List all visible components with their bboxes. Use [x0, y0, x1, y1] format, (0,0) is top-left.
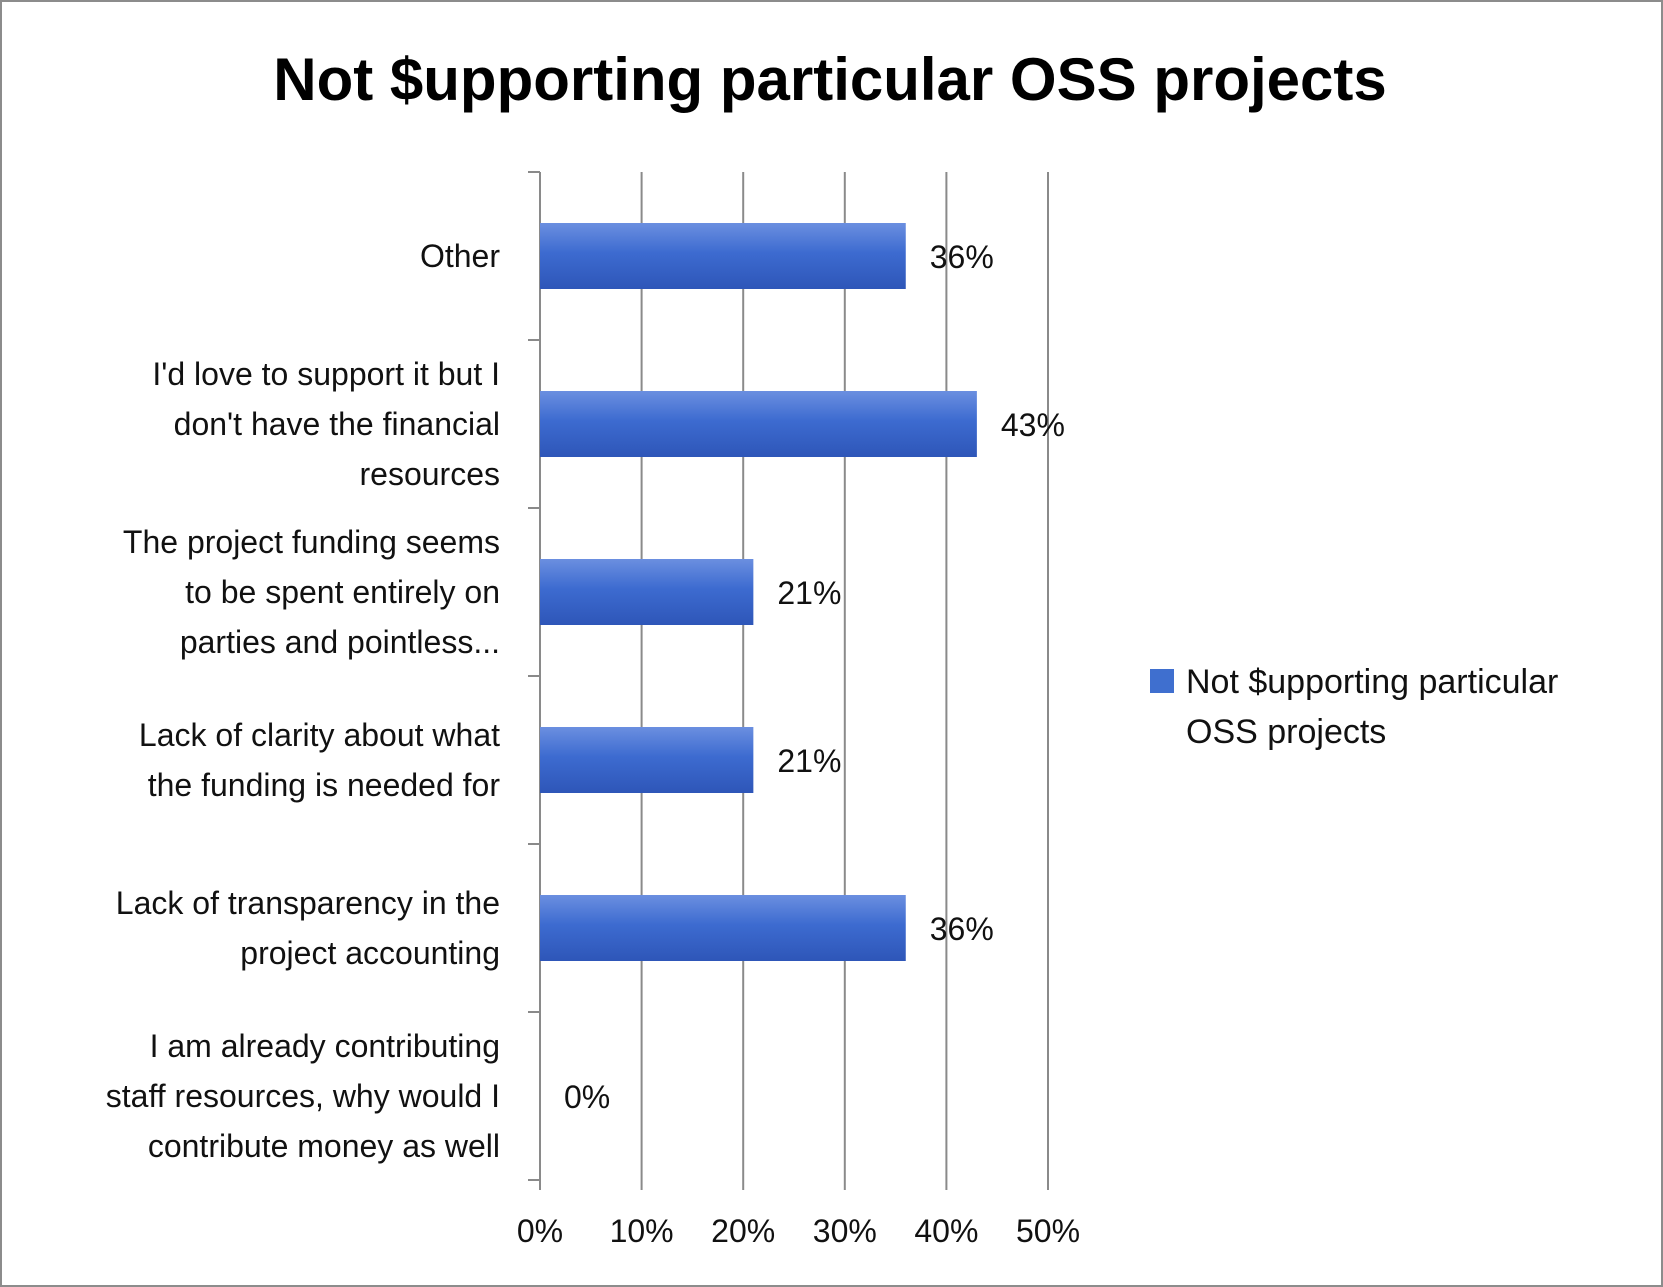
- category-label: Lack of transparency in the project accou…: [116, 885, 500, 971]
- x-tick-label: 0%: [517, 1213, 563, 1249]
- x-tick-label: 20%: [711, 1213, 775, 1249]
- x-tick-label: 30%: [813, 1213, 877, 1249]
- x-tick-label: 50%: [1016, 1213, 1080, 1249]
- x-tick-labels: 0% 10% 20% 30% 40% 50%: [517, 1213, 1080, 1249]
- bar: [540, 391, 977, 457]
- grid-lines: [640, 172, 1049, 1180]
- category-label: I am already contributing staff resources…: [106, 1028, 500, 1164]
- category-label: Other: [420, 238, 500, 274]
- data-label: 21%: [777, 575, 841, 611]
- bars: [540, 223, 977, 961]
- x-tick-label: 40%: [914, 1213, 978, 1249]
- category-label: Lack of clarity about what the funding is…: [139, 717, 500, 803]
- bar: [540, 895, 906, 961]
- legend: Not $upporting particular OSS projects: [1150, 663, 1558, 751]
- bar: [540, 559, 754, 625]
- bar: [540, 727, 754, 793]
- data-label: 43%: [1001, 407, 1065, 443]
- category-label: The project funding seems to be spent ent…: [123, 524, 500, 660]
- data-label: 36%: [930, 239, 994, 275]
- data-labels: 36% 43% 21% 21% 36% 0%: [564, 239, 1065, 1115]
- data-label: 0%: [564, 1079, 610, 1115]
- legend-swatch: [1150, 669, 1174, 693]
- category-axis: [528, 171, 1049, 1190]
- legend-label: Not $upporting particular OSS projects: [1186, 663, 1558, 751]
- bar: [540, 223, 906, 289]
- x-tick-label: 10%: [610, 1213, 674, 1249]
- data-label: 36%: [930, 911, 994, 947]
- data-label: 21%: [777, 743, 841, 779]
- chart-title: Not $upporting particular OSS projects: [273, 46, 1386, 113]
